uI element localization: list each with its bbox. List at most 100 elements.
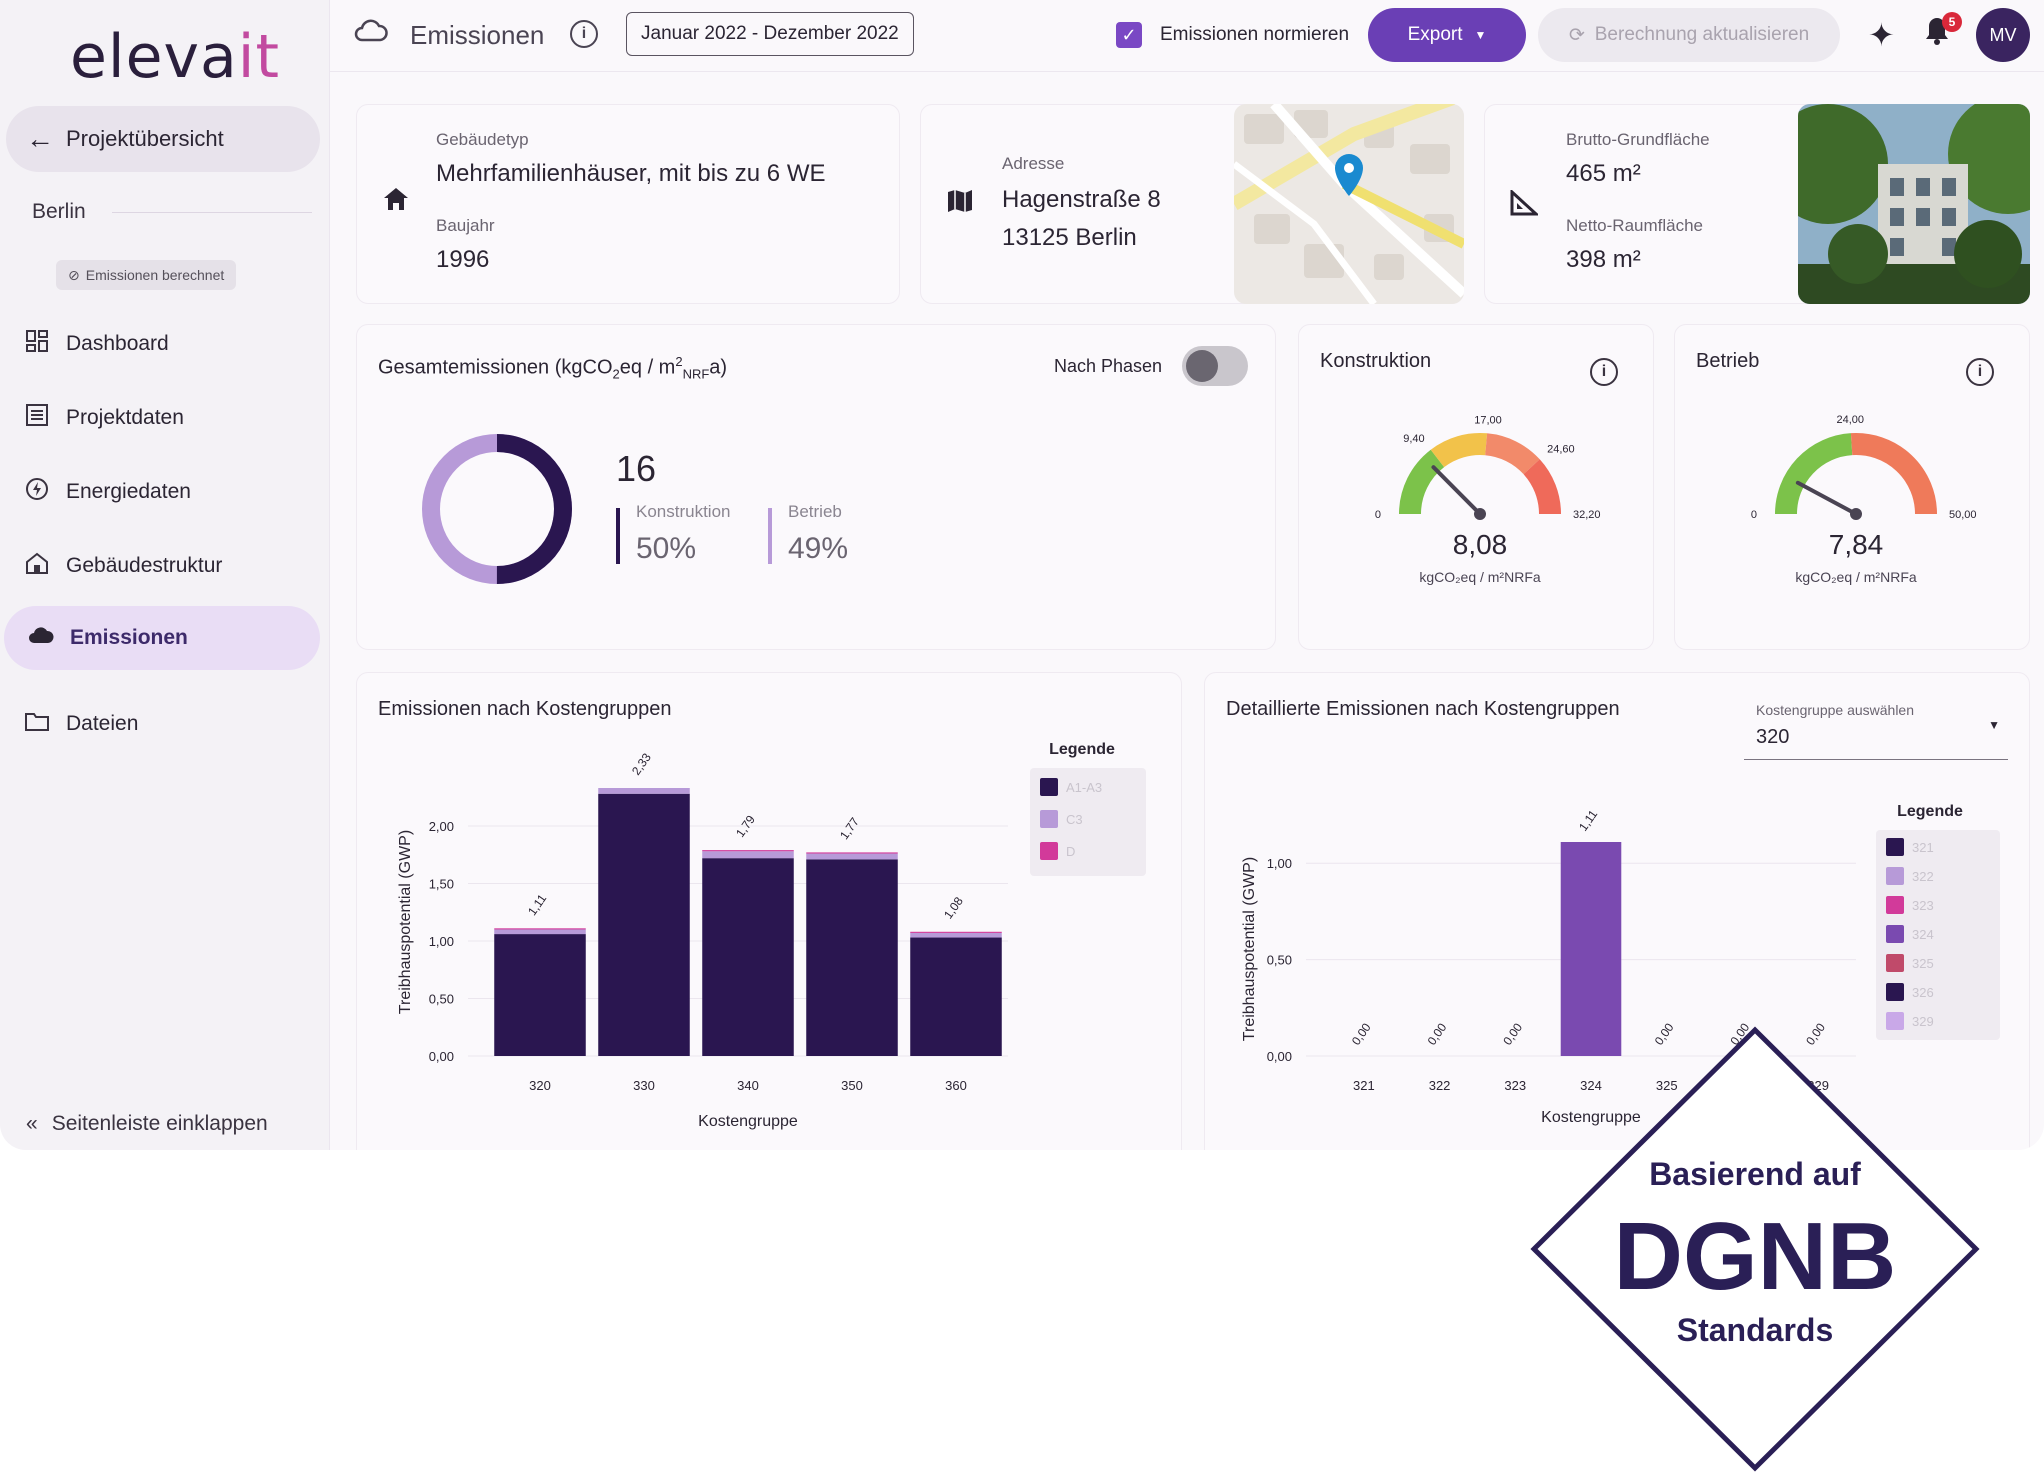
y-tick-label: 2,00 [429, 819, 454, 834]
legend-label: 324 [1912, 927, 1934, 942]
gross-area-label: Brutto-Grundfläche [1566, 130, 1710, 149]
net-area-label: Netto-Raumfläche [1566, 216, 1704, 235]
phases-toggle[interactable] [1182, 346, 1248, 386]
gauge-value: 7,84 [1829, 529, 1884, 560]
gauge-tick-label: 24,00 [1837, 414, 1865, 426]
x-axis-label: Kostengruppe [1541, 1109, 1641, 1126]
legend-label: 329 [1912, 1014, 1934, 1029]
cloud-icon [26, 624, 56, 653]
normalize-checkbox[interactable]: ✓ [1116, 22, 1142, 48]
page-title: Emissionen [410, 20, 545, 50]
legend-label: 322 [1912, 869, 1934, 884]
operation-gauge: 0 50,00 24,00 7,84 kgCO₂eq / m²NRFa [1751, 414, 1977, 585]
caret-down-icon: ▼ [1988, 718, 2000, 732]
year-label: Baujahr [436, 216, 495, 235]
project-city: Berlin [32, 200, 86, 223]
y-axis-label: Treibhauspotential (GWP) [1241, 857, 1258, 1041]
dashboard-icon [22, 329, 52, 360]
cloud-icon [354, 18, 388, 52]
folder-icon [22, 710, 52, 739]
building-type-card [356, 104, 900, 304]
legend-swatch [1886, 838, 1904, 856]
legend-swatch [1040, 842, 1058, 860]
net-area-value: 398 m² [1566, 246, 1641, 273]
building-photo [1798, 104, 2030, 304]
sidebar-item-emissionen[interactable]: Emissionen [4, 606, 320, 670]
caret-down-icon: ▼ [1474, 28, 1487, 42]
gauge-segment [1775, 433, 1853, 515]
recalculate-button[interactable]: ⟳ Berechnung aktualisieren [1538, 8, 1840, 62]
bar-segment-c3 [910, 932, 1002, 938]
gauge-segment [1430, 433, 1488, 468]
address-street: Hagenstraße 8 [1002, 186, 1161, 213]
map-icon [946, 188, 974, 221]
y-tick-label: 0,50 [1267, 953, 1292, 968]
gauge-needle [1795, 480, 1858, 516]
gauge-segment [1850, 433, 1937, 515]
gauge-needle [1431, 465, 1482, 516]
x-tick-label: 324 [1580, 1078, 1602, 1093]
bar-value-label: 0,00 [1349, 1020, 1374, 1047]
emissions-donut [422, 434, 572, 584]
toggle-knob [1186, 350, 1218, 382]
sidebar-item-dateien[interactable]: Dateien [0, 692, 322, 756]
info-icon[interactable]: i [570, 20, 598, 48]
x-tick-label: 320 [529, 1078, 551, 1093]
x-tick-label: 350 [841, 1078, 863, 1093]
legend-swatch [1886, 954, 1904, 972]
date-range-picker[interactable]: Januar 2022 - Dezember 2022 [626, 12, 914, 56]
info-icon[interactable]: i [1966, 358, 1994, 386]
gauge-value: 8,08 [1453, 529, 1508, 560]
gauge-segment [1523, 459, 1561, 515]
bar-segment-c3 [494, 929, 586, 935]
location-map[interactable] [1234, 104, 1464, 304]
avatar[interactable]: MV [1976, 8, 2030, 62]
sidebar-item-gebaeudestruktur[interactable]: Gebäudestruktur [0, 534, 322, 598]
sidebar-item-dashboard[interactable]: Dashboard [0, 312, 322, 376]
sparkle-icon[interactable]: ✦ [1868, 17, 1895, 53]
export-button[interactable]: Export ▼ [1368, 8, 1526, 62]
back-to-projects-button[interactable]: ← Projektübersicht [6, 106, 320, 172]
building-icon [22, 551, 52, 582]
gross-area-value: 465 m² [1566, 160, 1641, 187]
gauge-max-label: 32,20 [1573, 509, 1601, 521]
y-tick-label: 0,00 [429, 1049, 454, 1064]
bar-segment-c3 [598, 788, 690, 794]
select-value: 320 [1756, 726, 1790, 748]
legend-label: 323 [1912, 898, 1934, 913]
legend-swatch [1886, 896, 1904, 914]
legend-label: 326 [1912, 985, 1934, 1000]
x-tick-label: 340 [737, 1078, 759, 1093]
gauge-tick-label: 17,00 [1474, 414, 1502, 426]
dgnb-badge: Basierend auf DGNB Standards [1530, 1026, 1980, 1472]
bar-value-label: 0,00 [1425, 1020, 1450, 1047]
chart2-title: Detaillierte Emissionen nach Kostengrupp… [1226, 698, 1620, 720]
sidebar-item-energiedaten[interactable]: Energiedaten [0, 460, 322, 524]
gauge-min-label: 0 [1751, 509, 1757, 521]
bar [1560, 842, 1622, 1056]
bar-total-label: 2,33 [629, 750, 654, 777]
bar-value-label: 1,11 [1576, 807, 1601, 834]
bar-segment-a1-a3 [494, 934, 586, 1056]
operation-label: Betrieb [788, 502, 842, 521]
legend-swatch [1886, 983, 1904, 1001]
legend-box [1030, 768, 1146, 876]
bar-total-label: 1,08 [941, 894, 966, 921]
cost-group-select[interactable]: Kostengruppe auswählen 320 ▼ [1744, 690, 2008, 760]
bar-total-label: 1,77 [837, 815, 862, 842]
gauge-segment [1484, 433, 1540, 475]
info-icon[interactable]: i [1590, 358, 1618, 386]
arrow-left-icon: ← [26, 123, 54, 154]
legend-swatch [1886, 1012, 1904, 1030]
divider [112, 212, 312, 213]
construction-pct: 50% [636, 532, 697, 565]
y-tick-label: 1,00 [1267, 856, 1292, 871]
bar-segment-d [806, 852, 898, 854]
normalize-label: Emissionen normieren [1160, 24, 1350, 45]
collapse-sidebar-button[interactable]: « Seitenleiste einklappen [26, 1112, 268, 1135]
gauge-unit: kgCO₂eq / m²NRFa [1795, 569, 1917, 585]
sidebar-item-projektdaten[interactable]: Projektdaten [0, 386, 322, 450]
legend-box [1876, 830, 2000, 1040]
x-tick-label: 321 [1353, 1078, 1375, 1093]
y-tick-label: 0,50 [429, 991, 454, 1006]
